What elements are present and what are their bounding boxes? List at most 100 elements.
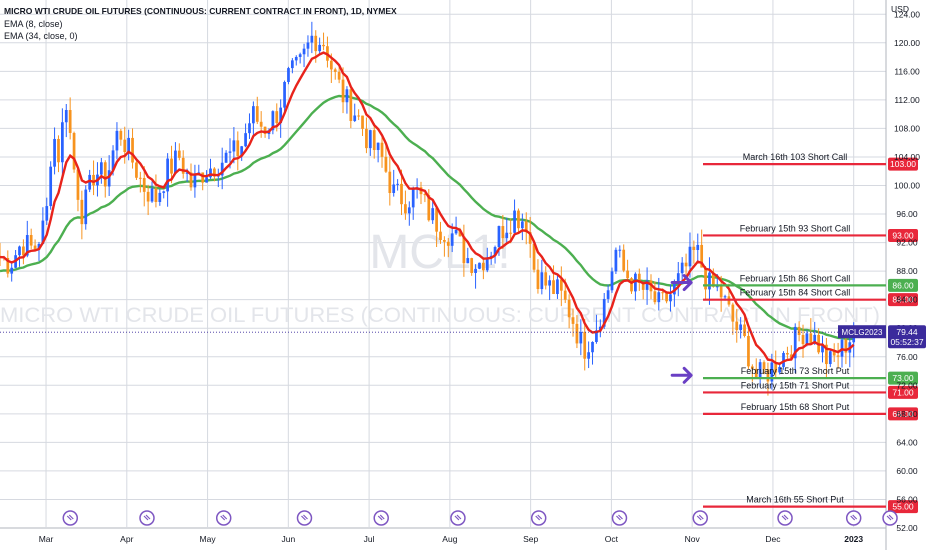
candle-body (478, 262, 481, 269)
price-label-text: 103.00 (890, 159, 916, 169)
candle-body (45, 206, 49, 221)
candle-body (337, 71, 341, 80)
candle-body (704, 267, 707, 290)
event-marker-icon[interactable] (62, 510, 79, 526)
candle-body (150, 188, 154, 202)
candle-body (396, 183, 399, 185)
candle-body (509, 232, 513, 234)
candle-body (676, 273, 680, 283)
candle-body (174, 150, 177, 174)
candle-body (213, 168, 216, 177)
candle-body (290, 60, 294, 69)
candle-body (392, 184, 396, 193)
candle-body (365, 128, 368, 149)
candle-body (634, 273, 637, 292)
chart-title: MICRO WTI CRUDE OIL FUTURES (CONTINUOUS:… (4, 6, 397, 16)
candle-body (341, 79, 345, 103)
candle-body (673, 282, 676, 295)
annotations-layer: March 16th 103 Short Call 103.00 February … (703, 152, 918, 514)
candle-body (384, 156, 388, 172)
candle-body (797, 326, 801, 336)
event-marker-icon[interactable] (373, 510, 389, 526)
candle-body (263, 126, 267, 135)
candle-body (380, 142, 384, 157)
candle-body (782, 352, 785, 367)
candle-body (708, 272, 711, 290)
candle-body (540, 272, 544, 290)
candle-body (88, 174, 92, 190)
candle-body (602, 298, 606, 327)
candle-body (439, 231, 442, 240)
candle-body (750, 366, 754, 369)
event-marker-icon[interactable] (139, 510, 155, 526)
event-marker-icon[interactable] (296, 510, 313, 526)
candle-body (809, 333, 813, 344)
candle-body (80, 199, 84, 225)
candle-body (115, 130, 119, 151)
option-level-text: February 15th 71 Short Put (741, 380, 850, 390)
candle-body (583, 331, 587, 359)
candle-body (294, 56, 298, 61)
candle-body (333, 69, 337, 72)
candle-body (836, 355, 840, 357)
candle-body (513, 210, 516, 233)
candle-body (10, 267, 14, 274)
candle-body (142, 177, 146, 192)
price-label-box (888, 228, 918, 242)
event-marker-icon[interactable] (530, 510, 547, 526)
event-marker-glyph (301, 514, 308, 521)
arrows-layer (670, 274, 693, 384)
candle-body (306, 42, 310, 49)
x-tick-label: Dec (765, 534, 781, 544)
x-tick-label: Aug (442, 534, 457, 544)
event-marker-icon[interactable] (777, 510, 793, 526)
ema-slow-layer (0, 94, 854, 341)
event-marker-icon[interactable] (882, 510, 898, 526)
event-marker-icon[interactable] (215, 510, 232, 526)
candle-body (33, 245, 37, 250)
candle-body (466, 258, 470, 264)
event-marker-icon[interactable] (450, 510, 466, 526)
candle-body (423, 194, 427, 196)
candle-body (497, 226, 501, 248)
candle-body (700, 244, 704, 268)
event-marker-glyph (535, 514, 543, 521)
candle-body (329, 60, 333, 70)
event-marker-icon[interactable] (692, 510, 708, 526)
candle-body (236, 140, 240, 157)
event-marker-glyph (143, 514, 151, 521)
candle-body (571, 317, 575, 324)
price-label-box (888, 278, 918, 292)
candle-body (119, 130, 123, 140)
candle-body (485, 257, 489, 271)
candle-body (747, 335, 750, 367)
y-tick-label: 108.00 (894, 123, 920, 133)
candle-body (688, 246, 692, 267)
option-level-text: March 16th 103 Short Call (743, 152, 848, 162)
indicator-ema-slow[interactable]: EMA (34, close, 0) (4, 31, 78, 41)
y-tick-label: 52.00 (896, 523, 918, 533)
candle-body (84, 189, 88, 225)
option-level-text: March 16th 55 Short Put (746, 495, 844, 505)
candle-body (739, 324, 743, 331)
candle-body (446, 241, 450, 246)
option-level-text: February 15th 93 Short Call (740, 223, 851, 233)
y-tick-label: 112.00 (894, 95, 920, 105)
y-tick-label: 56.00 (896, 494, 918, 504)
price-label-text: 84.00 (892, 295, 914, 305)
candle-body (665, 292, 668, 302)
indicator-ema-fast[interactable]: EMA (8, close) (4, 19, 63, 29)
candle-body (177, 150, 181, 158)
event-marker-icon[interactable] (611, 510, 628, 526)
candle-body (388, 171, 392, 193)
candle-body (532, 243, 536, 270)
event-marker-icon[interactable] (845, 510, 862, 526)
candle-body (719, 286, 723, 298)
price-label-text: 71.00 (892, 387, 914, 397)
candle-body (57, 138, 60, 163)
candle-body (287, 68, 290, 82)
candle-body (103, 162, 107, 187)
candle-body (684, 262, 688, 267)
